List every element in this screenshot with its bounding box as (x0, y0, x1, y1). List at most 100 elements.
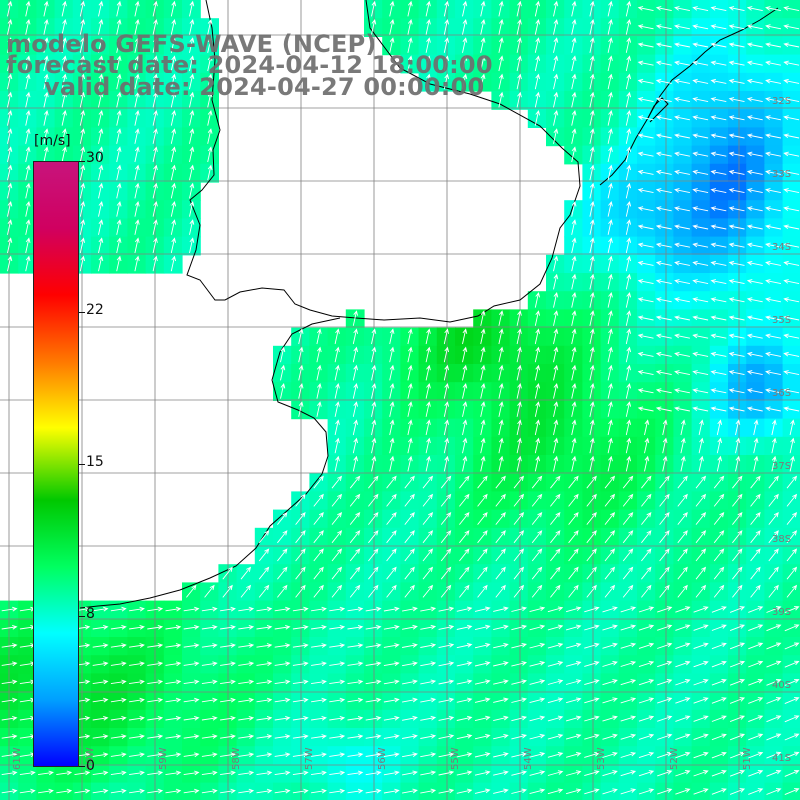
wind-arrow (550, 548, 561, 562)
wind-arrow (766, 624, 782, 632)
wind-arrow (659, 493, 670, 507)
wind-arrow (529, 715, 546, 722)
wind-arrow (710, 78, 727, 84)
wind-arrow (92, 643, 109, 648)
wind-arrow (298, 328, 304, 345)
wind-arrow (753, 419, 759, 436)
wind-arrow (746, 242, 763, 248)
wind-arrow (602, 733, 618, 740)
wind-arrow (625, 310, 632, 326)
wind-arrow (553, 292, 559, 308)
wind-arrow (498, 437, 504, 454)
wind-arrow (329, 770, 346, 776)
wind-arrow (189, 37, 195, 53)
wind-arrow (765, 115, 781, 121)
wind-arrow (292, 643, 309, 648)
wind-arrow (553, 346, 559, 363)
wind-arrow (256, 788, 273, 794)
wind-arrow (732, 566, 743, 580)
wind-arrow (516, 364, 522, 381)
wind-arrow (713, 475, 725, 489)
wind-arrow (516, 310, 522, 326)
wind-arrow (710, 406, 727, 412)
wind-arrow (352, 346, 359, 363)
wind-arrow (79, 19, 86, 35)
wind-arrow (765, 42, 781, 48)
wind-arrow (438, 624, 455, 630)
wind-arrow (622, 548, 634, 562)
wind-arrow (459, 566, 470, 580)
wind-arrow (692, 97, 709, 103)
wind-arrow (695, 530, 707, 544)
wind-arrow (371, 346, 377, 363)
wind-arrow (25, 91, 31, 108)
wind-arrow (674, 188, 690, 194)
wind-arrow (389, 364, 395, 381)
wind-arrow (116, 55, 122, 72)
wind-arrow (657, 733, 673, 740)
wind-arrow (349, 511, 361, 525)
wind-arrow (92, 770, 109, 776)
wind-arrow (693, 624, 709, 631)
wind-arrow (657, 679, 673, 686)
colorbar-tick-mark (79, 312, 85, 313)
wind-arrow (368, 530, 379, 544)
wind-arrow (746, 97, 763, 103)
wind-arrow (766, 660, 782, 668)
wind-arrow (607, 219, 613, 235)
wind-arrow (170, 237, 177, 254)
wind-arrow (728, 60, 745, 66)
wind-arrow (516, 55, 522, 72)
wind-arrow (277, 511, 288, 525)
wind-arrow (531, 584, 543, 598)
wind-arrow (695, 511, 707, 525)
wind-arrow (729, 660, 746, 668)
wind-arrow (98, 19, 104, 35)
wind-arrow (771, 437, 777, 454)
wind-arrow (256, 643, 273, 648)
wind-arrow (783, 42, 800, 48)
wind-arrow (693, 642, 709, 650)
wind-arrow (589, 19, 595, 35)
wind-arrow (553, 419, 559, 436)
wind-arrow (110, 697, 127, 703)
wind-arrow (511, 642, 528, 649)
wind-arrow (258, 530, 270, 544)
wind-arrow (637, 115, 654, 121)
wind-arrow (641, 530, 652, 544)
wind-arrow (352, 364, 359, 381)
wind-arrow (389, 419, 395, 436)
wind-arrow (638, 697, 655, 704)
wind-arrow (637, 297, 654, 303)
wind-arrow (116, 0, 122, 17)
wind-arrow (675, 733, 691, 741)
wind-arrow (655, 370, 672, 376)
wind-arrow (607, 55, 613, 72)
wind-arrow (589, 401, 595, 417)
wind-arrow (79, 219, 86, 235)
wind-arrow (407, 19, 413, 35)
wind-arrow (258, 584, 270, 598)
wind-arrow (531, 566, 543, 580)
wind-arrow (625, 219, 632, 235)
wind-arrow (440, 493, 452, 507)
colorbar-tick-mark (79, 161, 85, 162)
wind-arrow (274, 715, 291, 721)
wind-arrow (238, 770, 255, 776)
wind-arrow (440, 566, 452, 580)
wind-arrow (480, 346, 486, 363)
wind-arrow (365, 734, 382, 739)
wind-arrow (710, 242, 727, 248)
wind-arrow (498, 364, 504, 381)
wind-arrow (657, 642, 673, 649)
wind-arrow (368, 566, 379, 580)
wind-arrow (674, 42, 690, 48)
wind-arrow (220, 752, 236, 758)
wind-arrow (553, 255, 559, 272)
wind-arrow (347, 788, 364, 794)
wind-arrow (732, 530, 743, 544)
wind-arrow (98, 146, 104, 163)
wind-arrow (565, 606, 582, 613)
wind-arrow (534, 419, 541, 436)
